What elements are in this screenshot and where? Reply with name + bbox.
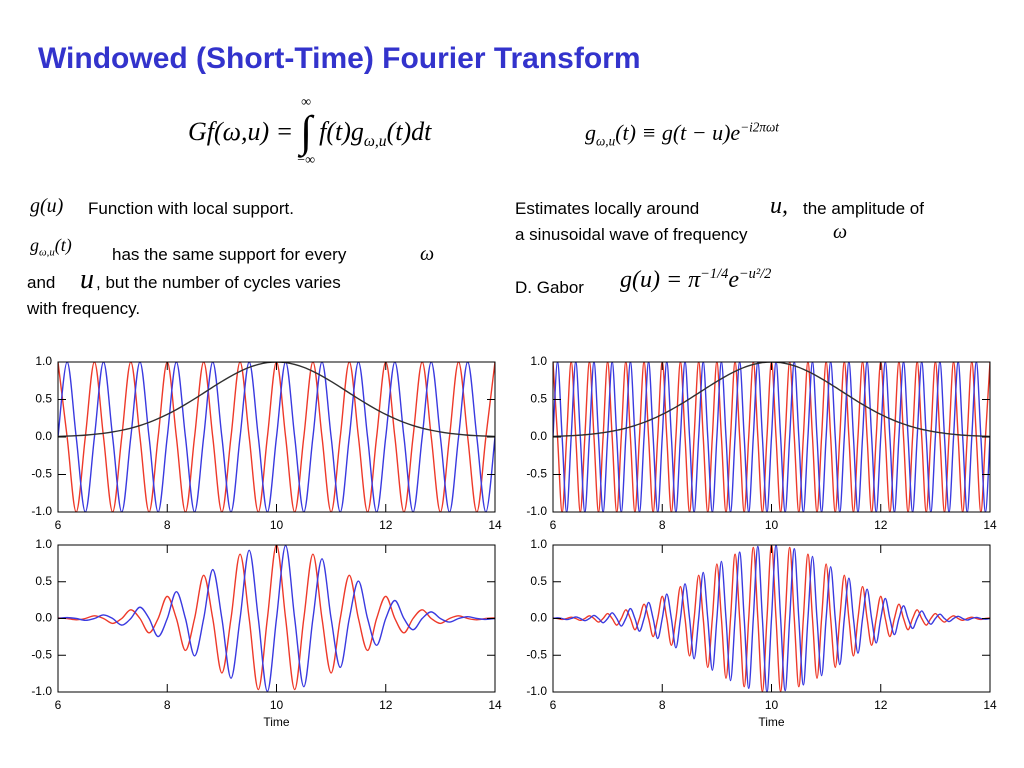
x-axis-label: Time xyxy=(758,715,785,729)
body-text: has the same support for every xyxy=(112,245,347,264)
x-tick-label: 14 xyxy=(983,698,997,712)
y-tick-label: 1.0 xyxy=(35,537,52,551)
x-tick-label: 8 xyxy=(164,698,171,712)
integral: ∞ ∫ −∞ xyxy=(297,96,315,168)
y-tick-label: -1.0 xyxy=(526,684,547,698)
formula-text: f(t)gω,u(t)dt xyxy=(319,117,432,150)
y-tick-label: -1.0 xyxy=(31,504,52,518)
curve xyxy=(553,545,990,692)
curve xyxy=(58,362,495,438)
x-tick-label: 10 xyxy=(765,518,779,532)
formula-text: g xyxy=(30,235,39,255)
body-text: a sinusoidal wave of frequency xyxy=(515,225,748,244)
x-axis-label: Time xyxy=(263,715,290,729)
x-tick-label: 6 xyxy=(550,518,557,532)
integral-sign: ∫ xyxy=(300,107,313,156)
formula-superscript: −u²/2 xyxy=(738,266,772,282)
body-text: the amplitude of xyxy=(803,199,924,218)
y-tick-label: 1.0 xyxy=(35,354,52,368)
body-text: Estimates locally around xyxy=(515,199,700,218)
formula-text: g xyxy=(585,120,596,145)
y-tick-label: 0.5 xyxy=(530,574,547,588)
transform-formula: Gf(ω,u) = ∞ ∫ −∞ f(t)gω,u(t)dt xyxy=(188,96,431,168)
y-tick-label: 0.5 xyxy=(35,392,52,406)
formula-subscript: ω,u xyxy=(39,246,55,259)
curve xyxy=(553,545,990,692)
body-text: , but the number of cycles varies xyxy=(96,273,341,292)
y-tick-label: -0.5 xyxy=(526,467,547,481)
formula-text: e xyxy=(728,267,739,293)
formula-text: f(t)g xyxy=(319,117,364,146)
integral-upper: ∞ xyxy=(301,95,312,110)
slide-title: Windowed (Short-Time) Fourier Transform xyxy=(38,42,641,75)
curve xyxy=(58,362,495,512)
x-tick-label: 10 xyxy=(765,698,779,712)
omega-symbol: ω xyxy=(833,221,848,243)
x-tick-label: 6 xyxy=(55,518,62,532)
support-symbol: g(u) xyxy=(30,195,64,217)
formula-text: g(u) = π xyxy=(620,267,701,293)
curve xyxy=(553,362,990,512)
curve xyxy=(553,362,990,438)
y-tick-label: 0.0 xyxy=(530,611,547,625)
curve xyxy=(58,545,495,692)
y-tick-label: 1.0 xyxy=(530,537,547,551)
formula-superscript: −1/4 xyxy=(700,266,729,282)
formula-superscript: −i2πωt xyxy=(740,119,779,135)
y-tick-label: 0.5 xyxy=(35,574,52,588)
x-tick-label: 14 xyxy=(983,518,997,532)
y-tick-label: 1.0 xyxy=(530,354,547,368)
x-tick-label: 6 xyxy=(55,698,62,712)
x-tick-label: 8 xyxy=(164,518,171,532)
body-text: and xyxy=(27,273,56,292)
y-tick-label: -1.0 xyxy=(31,684,52,698)
formula-text: (t) xyxy=(54,235,72,255)
body-text: D. Gabor xyxy=(515,278,584,297)
atom-symbol: gω,u(t) xyxy=(30,235,72,258)
body-text: with frequency. xyxy=(27,299,141,318)
y-tick-label: -0.5 xyxy=(526,647,547,661)
x-tick-label: 6 xyxy=(550,698,557,712)
curve xyxy=(58,545,495,691)
y-tick-label: -1.0 xyxy=(526,504,547,518)
support-text: Function with local support. xyxy=(88,199,294,218)
x-tick-label: 10 xyxy=(270,698,284,712)
omega-symbol: ω xyxy=(420,243,435,265)
formula-text: (t)dt xyxy=(386,117,432,146)
gabor-formula: g(u) = π−1/4e−u²/2 xyxy=(620,266,772,293)
x-tick-label: 12 xyxy=(874,698,888,712)
y-tick-label: -0.5 xyxy=(31,647,52,661)
y-tick-label: 0.0 xyxy=(35,429,52,443)
y-tick-label: 0.5 xyxy=(530,392,547,406)
x-tick-label: 8 xyxy=(659,698,666,712)
x-tick-label: 12 xyxy=(874,518,888,532)
u-symbol: u, xyxy=(770,193,788,219)
y-tick-label: 0.0 xyxy=(530,429,547,443)
integral-lower: −∞ xyxy=(297,153,316,168)
formula-text: (t) ≡ g(t − u)e xyxy=(615,120,741,145)
y-tick-label: -0.5 xyxy=(31,467,52,481)
formula-text: Gf(ω,u) = xyxy=(188,117,294,146)
u-symbol: u xyxy=(80,264,94,295)
x-tick-label: 14 xyxy=(488,518,502,532)
formula-subscript: ω,u xyxy=(363,133,387,151)
formula-subscript: ω,u xyxy=(596,133,616,149)
atom-formula: gω,u(t) ≡ g(t − u)e−i2πωt xyxy=(585,119,779,148)
x-tick-label: 12 xyxy=(379,698,393,712)
x-tick-label: 14 xyxy=(488,698,502,712)
x-tick-label: 8 xyxy=(659,518,666,532)
x-tick-label: 10 xyxy=(270,518,284,532)
y-tick-label: 0.0 xyxy=(35,611,52,625)
x-tick-label: 12 xyxy=(379,518,393,532)
